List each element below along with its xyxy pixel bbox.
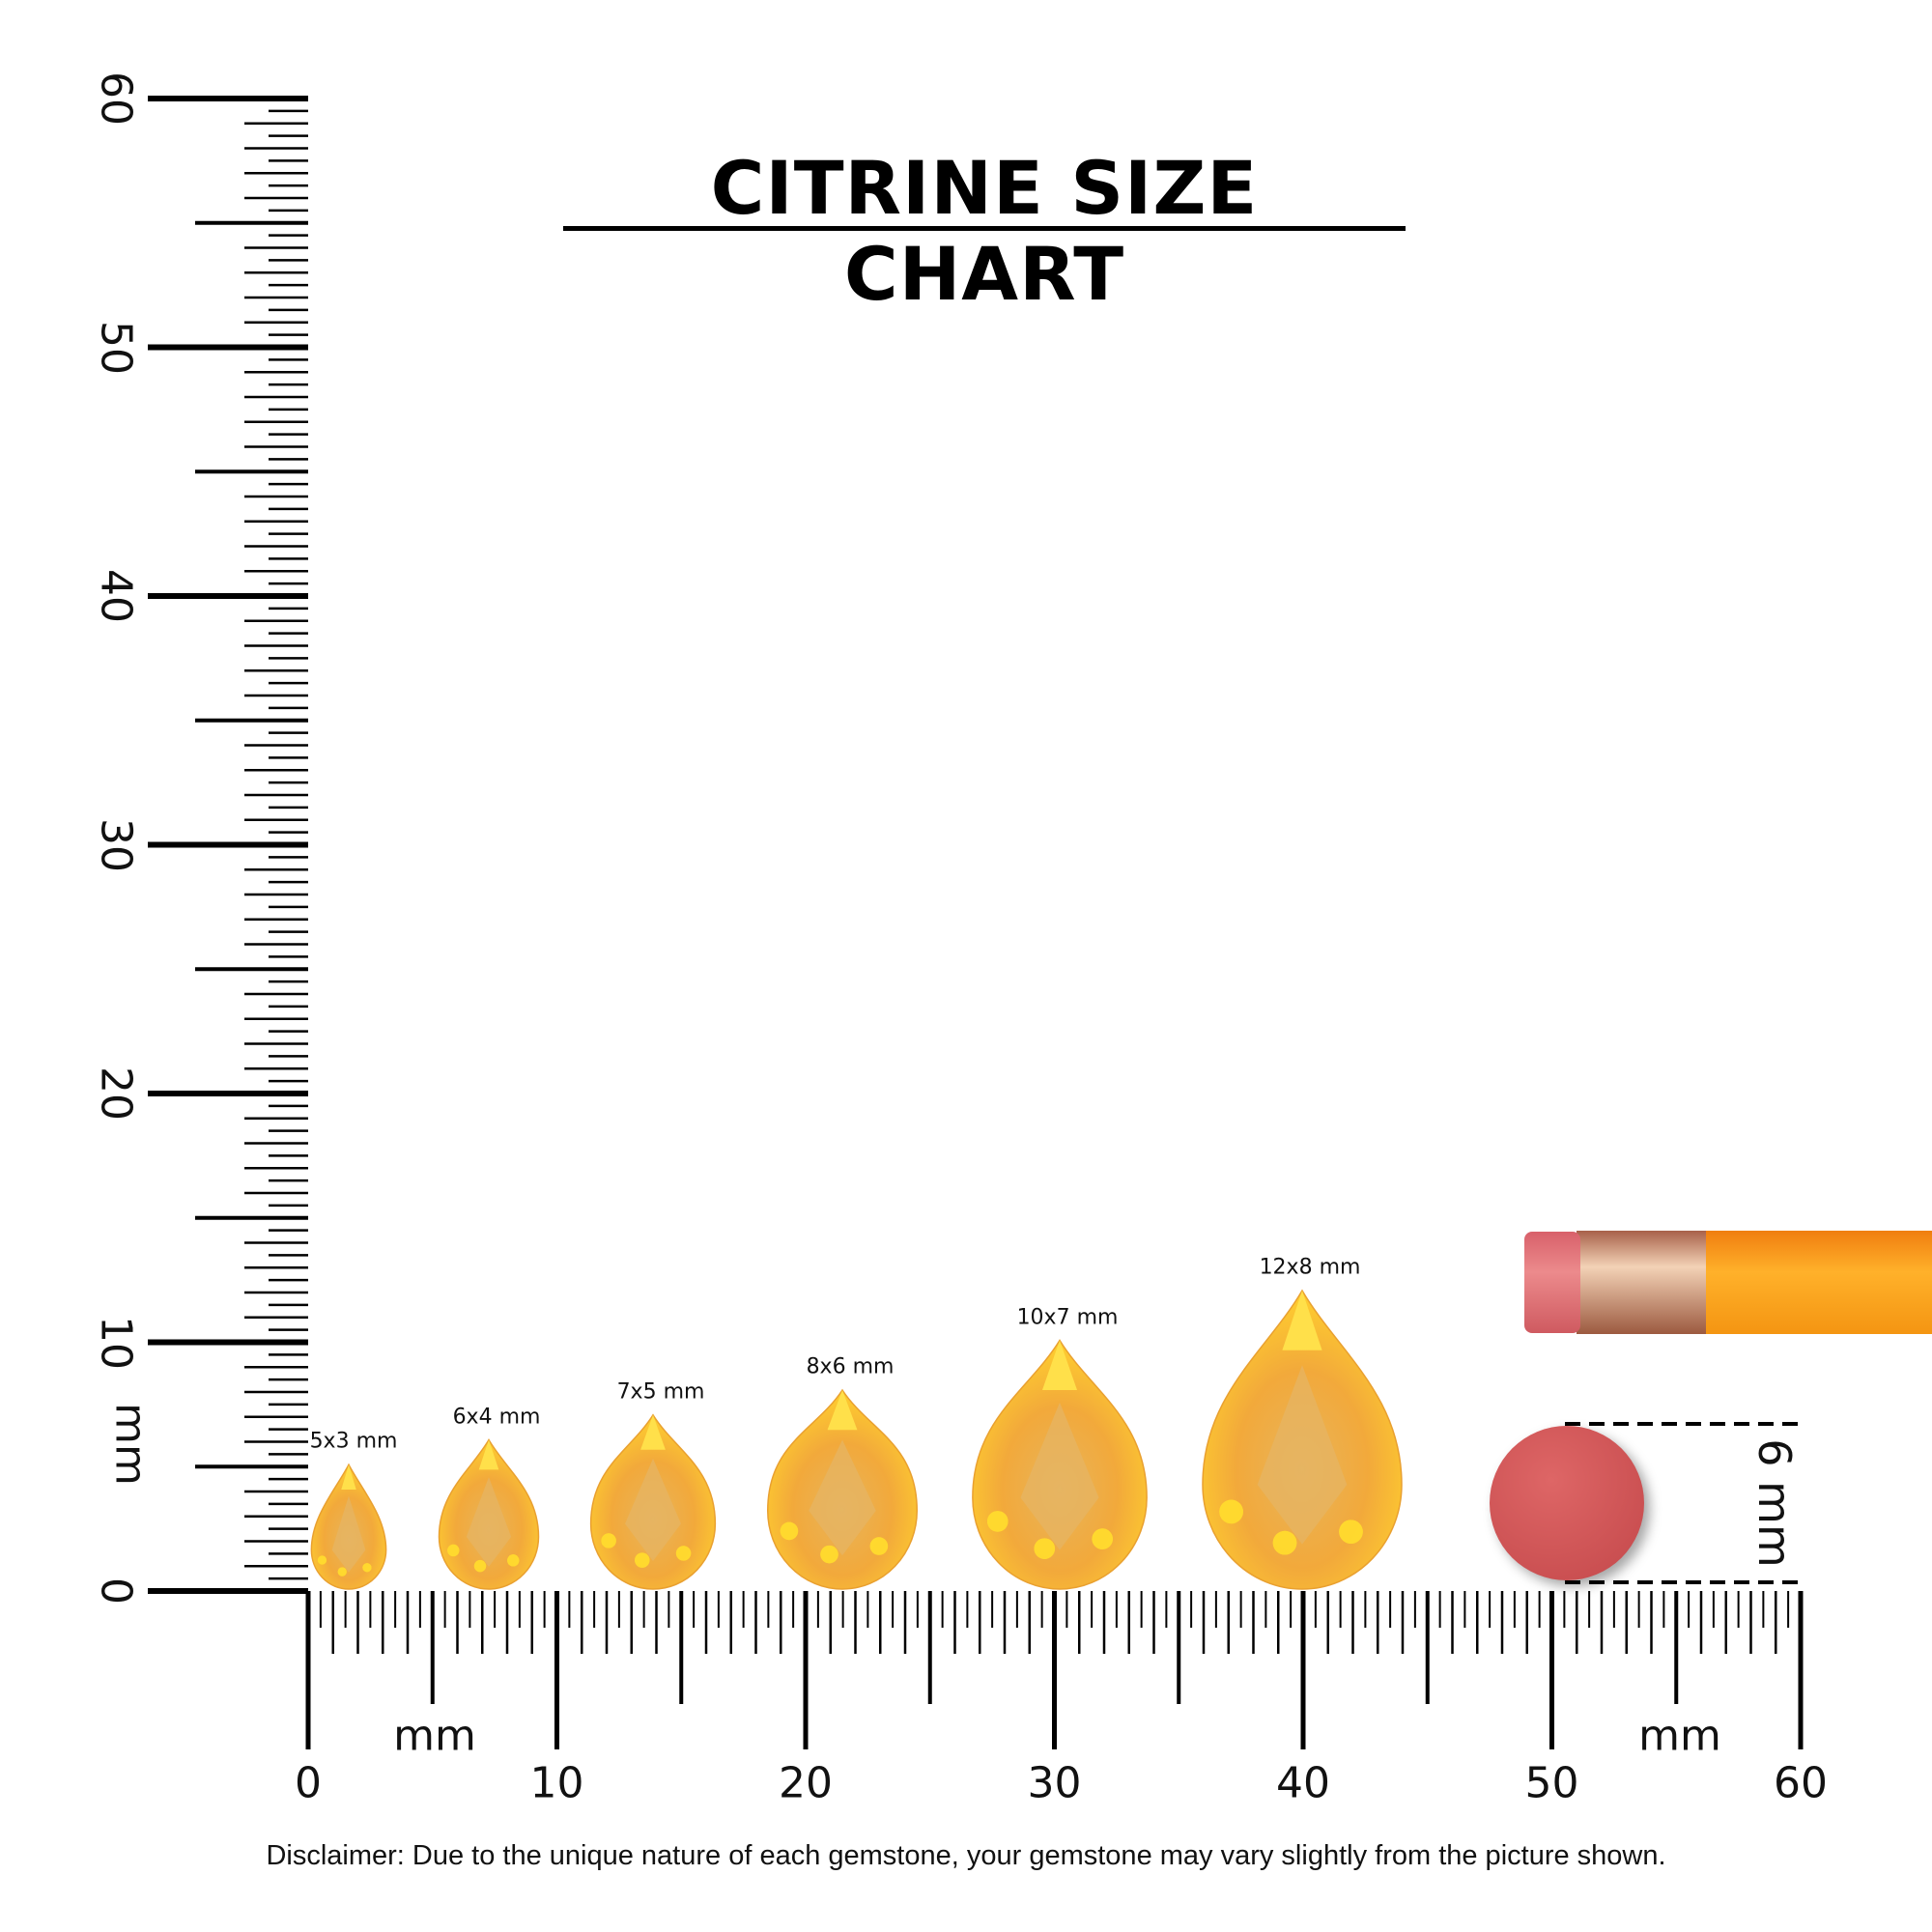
gem-sparkle xyxy=(601,1533,616,1548)
gem-sparkle xyxy=(1092,1528,1114,1549)
horizontal-unit-label-right: mm xyxy=(1638,1711,1721,1761)
eraser-reference xyxy=(1490,1422,1799,1584)
gem-6x4mm xyxy=(438,1438,540,1590)
gem-12x8mm xyxy=(1202,1289,1403,1590)
vertical-tick-label: 30 xyxy=(91,817,141,872)
vertical-tick-label: 20 xyxy=(91,1066,141,1121)
gem-size-label: 12x8 mm xyxy=(1259,1255,1361,1280)
gem-sparkle xyxy=(507,1554,520,1567)
gem-table-facet xyxy=(466,1477,512,1567)
gem-7x5mm xyxy=(589,1413,717,1590)
gem-8x6mm xyxy=(766,1388,919,1590)
gem-size-label: 5x3 mm xyxy=(309,1429,398,1454)
title-underline xyxy=(563,226,1406,231)
vertical-tick-label: 0 xyxy=(91,1577,141,1605)
pencil-eraser xyxy=(1524,1232,1580,1333)
disclaimer-text: Disclaimer: Due to the unique nature of … xyxy=(266,1840,1666,1871)
vertical-tick-label: 50 xyxy=(91,320,141,375)
gem-size-label: 10x7 mm xyxy=(1016,1305,1119,1329)
horizontal-tick-label: 30 xyxy=(1027,1758,1082,1808)
gem-sparkle xyxy=(362,1563,372,1573)
gem-sparkle xyxy=(820,1545,838,1564)
gem-10x7mm xyxy=(972,1339,1148,1590)
gem-sparkle xyxy=(986,1511,1009,1532)
gem-tip-facet xyxy=(478,1439,499,1470)
gem-table-facet xyxy=(331,1495,366,1573)
gem-size-label: 6x4 mm xyxy=(452,1405,541,1429)
gem-size-label: 7x5 mm xyxy=(616,1379,705,1405)
vertical-unit-label: mm xyxy=(105,1403,156,1486)
ruler-ticks xyxy=(148,96,1804,1749)
gem-tip-facet xyxy=(341,1464,356,1490)
gem-group xyxy=(310,1289,1403,1590)
gem-sparkle xyxy=(317,1555,327,1565)
gem-tip-facet xyxy=(1041,1340,1078,1390)
horizontal-tick-label: 0 xyxy=(295,1758,322,1808)
gem-sparkle xyxy=(473,1559,487,1573)
gem-sparkle xyxy=(1272,1530,1297,1555)
gem-table-facet xyxy=(809,1439,876,1556)
gem-sparkle xyxy=(447,1544,460,1557)
pencil-body xyxy=(1704,1231,1932,1334)
reference-size-label: 6 mm xyxy=(1748,1438,1801,1568)
gem-table-facet xyxy=(625,1458,681,1562)
gem-table-facet xyxy=(1020,1402,1099,1550)
gem-size-label: 8x6 mm xyxy=(806,1354,895,1379)
gem-sparkle xyxy=(869,1537,889,1555)
gem-sparkle xyxy=(675,1546,692,1561)
pencil xyxy=(1524,1231,1932,1334)
gem-5x3mm xyxy=(310,1463,387,1590)
gem-sparkle xyxy=(1219,1499,1243,1524)
vertical-tick-label: 60 xyxy=(91,71,141,126)
page-title: CITRINE SIZE CHART xyxy=(710,145,1259,317)
horizontal-tick-label: 50 xyxy=(1524,1758,1579,1808)
pencil-ferrule xyxy=(1577,1231,1706,1334)
gem-sparkle xyxy=(780,1521,799,1541)
eraser-circle xyxy=(1490,1426,1644,1580)
gem-table-facet xyxy=(1257,1365,1348,1545)
horizontal-tick-label: 40 xyxy=(1276,1758,1330,1808)
horizontal-unit-label-left: mm xyxy=(393,1711,476,1761)
gem-sparkle xyxy=(1034,1538,1056,1559)
horizontal-tick-label: 10 xyxy=(529,1758,584,1808)
gem-sparkle xyxy=(635,1552,650,1568)
gem-tip-facet xyxy=(827,1390,858,1431)
vertical-tick-label: 10 xyxy=(91,1315,141,1370)
gem-sparkle xyxy=(1339,1520,1363,1545)
gem-tip-facet xyxy=(640,1414,666,1450)
gem-tip-facet xyxy=(1282,1291,1322,1350)
vertical-tick-label: 40 xyxy=(91,569,141,623)
horizontal-tick-label: 20 xyxy=(779,1758,833,1808)
gem-sparkle xyxy=(337,1567,347,1577)
horizontal-tick-label: 60 xyxy=(1774,1758,1828,1808)
